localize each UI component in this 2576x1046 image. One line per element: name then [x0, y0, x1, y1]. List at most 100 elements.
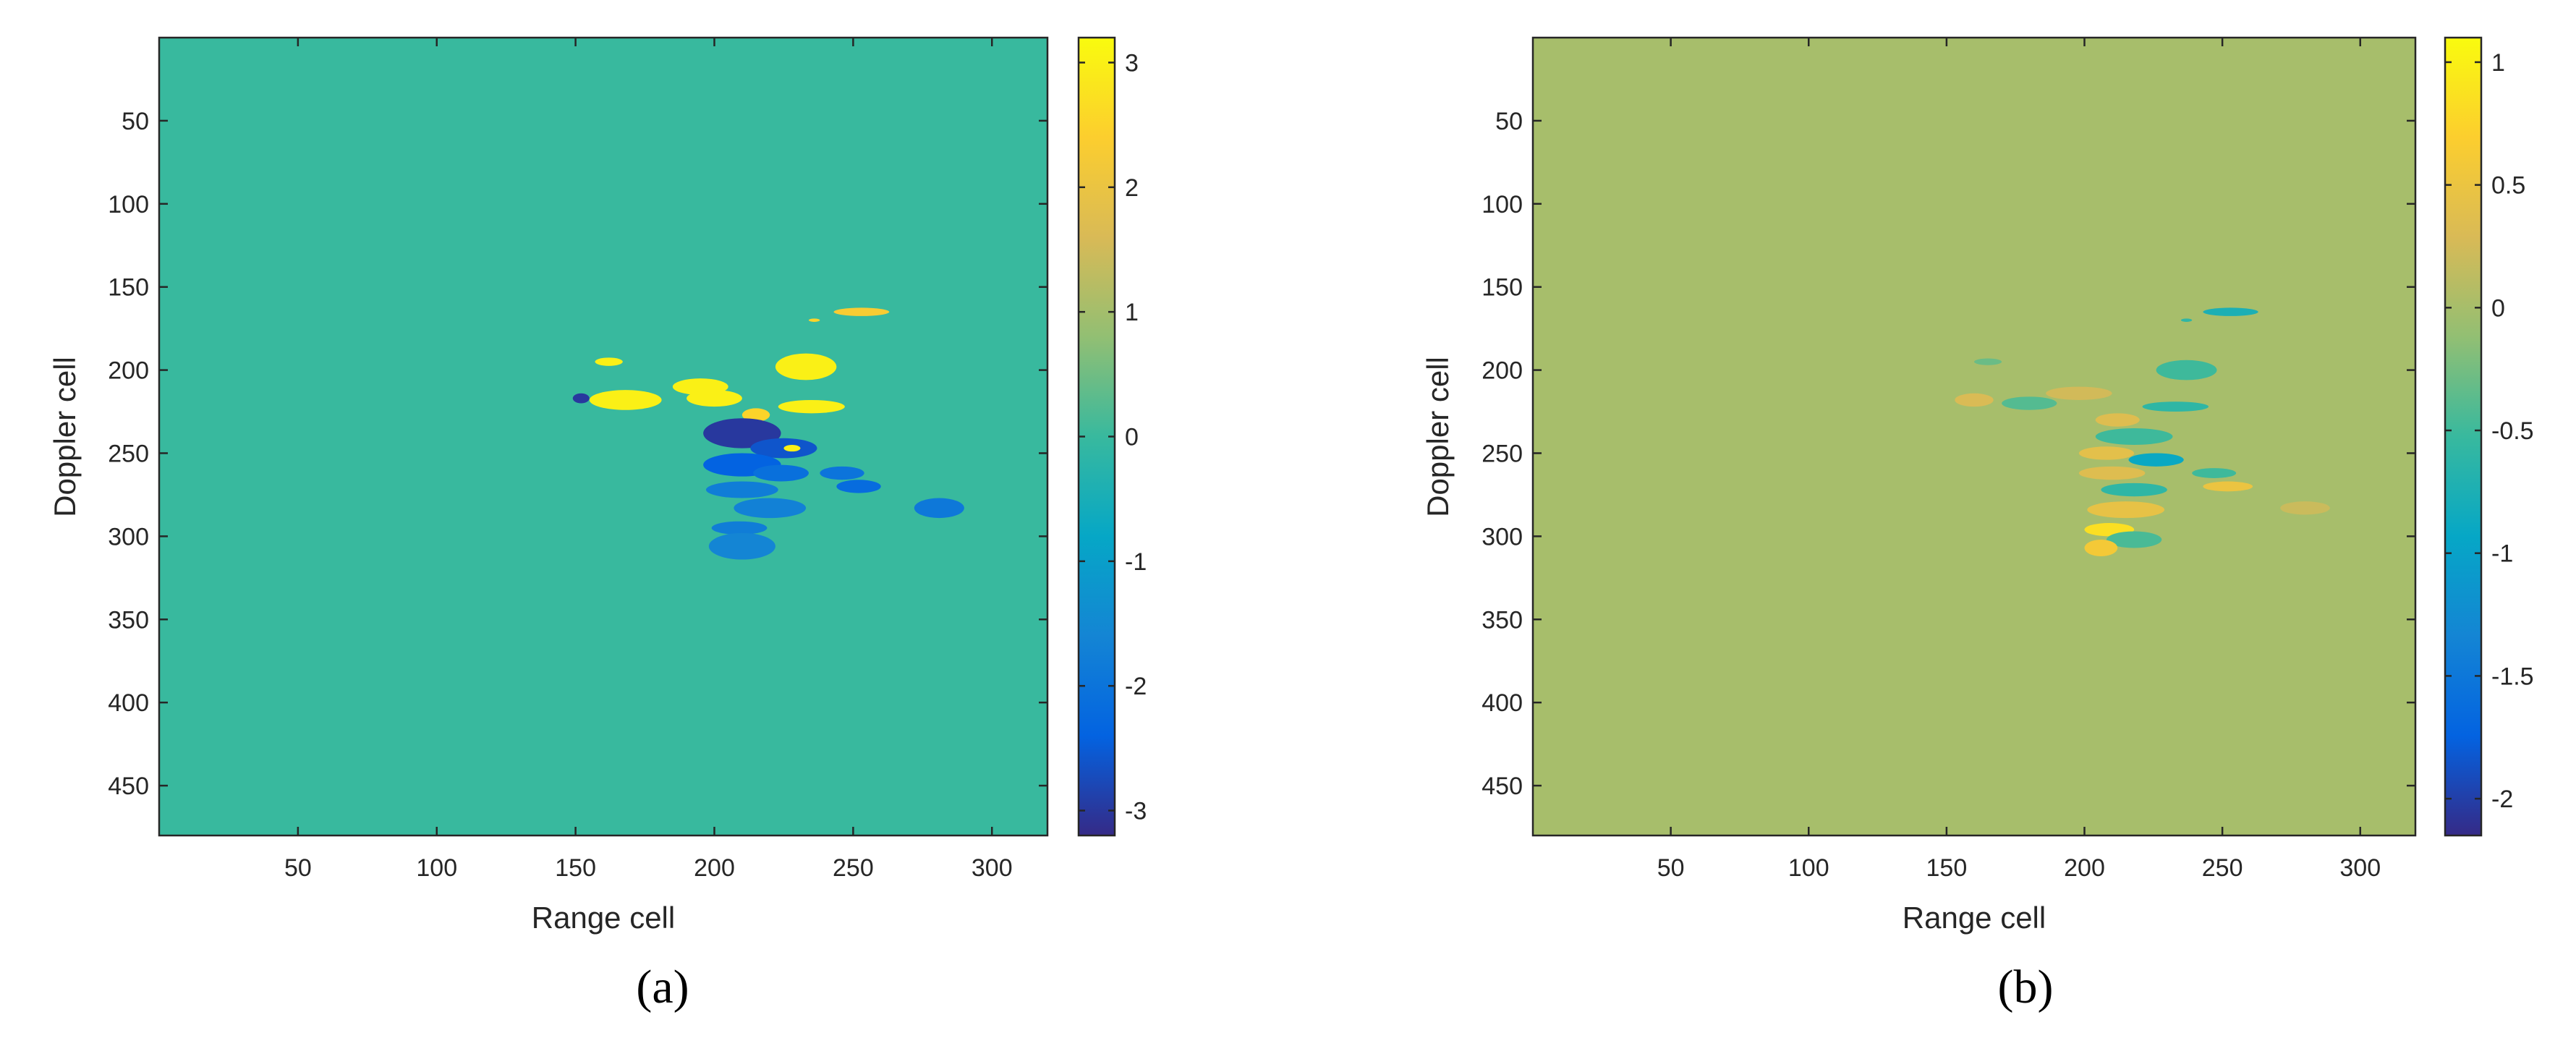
heatmap-region-16	[2101, 482, 2167, 497]
heatmap-background	[159, 38, 1047, 835]
colorbar-tick-label: -2	[1125, 673, 1147, 700]
y-tick-label: 250	[1482, 440, 1523, 467]
heatmap-region-3	[595, 357, 623, 366]
x-tick-label: 250	[2202, 854, 2243, 882]
y-axis-label: Doppler cell	[1421, 357, 1455, 517]
heatmap-region-7	[686, 390, 742, 407]
heatmap-region-16	[820, 466, 864, 480]
heatmap-region-6	[589, 390, 662, 410]
x-tick-label: 50	[284, 854, 312, 882]
colorbar-ticks: -2 -1.5 -1 -0.5 0 0.5 1	[2445, 49, 2534, 813]
heatmap-region-22	[708, 532, 775, 560]
y-tick-label: 100	[108, 191, 149, 218]
plot-frame	[158, 36, 1049, 837]
heatmap-region-6	[2002, 396, 2057, 410]
colorbar-tick-label: 1	[1125, 299, 1139, 326]
heatmap-region-5	[1955, 393, 1994, 407]
x-tick-label: 50	[1657, 854, 1685, 882]
heatmap-region-7	[2046, 386, 2112, 400]
y-tick-label: 250	[108, 440, 149, 467]
colorbar-ticks: -3 -2 -1 0 1 2 3	[1079, 49, 1147, 825]
heatmap-region-14	[2192, 468, 2237, 478]
heatmap-panel-b: 50 100 150 200 250 300 50 100 150 200 250 300 350 40…	[1421, 36, 2534, 1013]
heatmap-regions	[572, 307, 964, 560]
x-tick-label: 100	[1788, 854, 1829, 882]
y-tick-label: 200	[1482, 357, 1523, 385]
y-tick-label: 50	[122, 108, 149, 135]
y-ticks: 50 100 150 200 250 300 350 400 450	[108, 108, 1047, 800]
heatmap-region-8	[2142, 401, 2209, 412]
colorbar-tick-label: -3	[1125, 798, 1147, 825]
y-tick-label: 350	[108, 606, 149, 634]
heatmap-region-8	[572, 393, 590, 404]
panel-label-a: (a)	[636, 961, 689, 1013]
heatmap-region-13	[2078, 466, 2146, 480]
x-axis-label: Range cell	[1903, 901, 2046, 935]
heatmap-region-19	[914, 498, 964, 519]
colorbar-tick-label: -0.5	[2491, 417, 2534, 445]
x-tick-label: 100	[416, 854, 457, 882]
y-tick-label: 150	[1482, 274, 1523, 302]
heatmap-panel-a: 50 100 150 200 250 300 50 100 150 200 250 300 350 40…	[48, 36, 1147, 1013]
x-ticks: 50 100 150 200 250 300	[1657, 38, 2381, 882]
heatmap-region-12	[2128, 453, 2184, 467]
y-tick-label: 100	[1482, 191, 1523, 218]
x-tick-label: 250	[833, 854, 874, 882]
y-ticks: 50 100 150 200 250 300 350 400 450	[1482, 108, 2415, 800]
y-tick-label: 400	[108, 689, 149, 717]
panel-label-b: (b)	[1998, 961, 2054, 1013]
colorbar-tick-label: -1.5	[2491, 663, 2534, 690]
heatmap-region-9	[2095, 413, 2140, 427]
plot-frame	[1531, 36, 2417, 837]
colorbar-tick-label: 2	[1125, 174, 1139, 202]
y-tick-label: 300	[108, 523, 149, 550]
y-tick-label: 350	[1482, 606, 1523, 634]
colorbar-tick-label: -1	[1125, 548, 1147, 576]
y-tick-label: 450	[108, 773, 149, 800]
colorbar-tick-label: 3	[1125, 49, 1139, 77]
heatmap-region-10	[2095, 428, 2173, 445]
heatmap-background	[1533, 38, 2415, 835]
y-axis-label: Doppler cell	[48, 357, 82, 517]
heatmap-region-11	[703, 418, 781, 448]
y-tick-label: 150	[108, 274, 149, 302]
x-tick-label: 150	[555, 854, 596, 882]
colorbar	[2444, 36, 2483, 837]
heatmap-region-2	[808, 318, 820, 322]
x-tick-label: 300	[2339, 854, 2381, 882]
heatmap-region-20	[2107, 531, 2162, 548]
heatmap-region-2	[2180, 318, 2193, 322]
x-tick-label: 150	[1926, 854, 1968, 882]
y-tick-label: 400	[1482, 689, 1523, 717]
y-tick-label: 450	[1482, 773, 1523, 800]
heatmap-region-11	[2078, 446, 2135, 460]
x-ticks: 50 100 150 200 250 300	[284, 38, 1013, 882]
heatmap-region-13	[783, 444, 801, 452]
x-tick-label: 200	[694, 854, 735, 882]
heatmap-region-17	[2280, 501, 2330, 515]
heatmap-regions	[1955, 307, 2330, 556]
x-axis-label: Range cell	[532, 901, 675, 935]
y-tick-label: 200	[108, 357, 149, 385]
heatmap-region-21	[711, 521, 768, 535]
heatmap-region-15	[2203, 481, 2253, 492]
y-tick-label: 50	[1495, 108, 1523, 135]
heatmap-region-9	[778, 399, 845, 414]
y-tick-label: 300	[1482, 523, 1523, 550]
colorbar-tick-label: 0	[2491, 294, 2505, 322]
heatmap-region-4	[2156, 360, 2217, 380]
heatmap-region-3	[1974, 358, 2002, 365]
colorbar-tick-label: -2	[2491, 786, 2513, 813]
x-tick-label: 200	[2064, 854, 2105, 882]
colorbar-tick-label: 1	[2491, 49, 2505, 77]
heatmap-region-4	[775, 353, 837, 380]
heatmap-region-18	[836, 480, 881, 493]
colorbar-tick-label: 0.5	[2491, 172, 2525, 200]
heatmap-region-18	[2087, 501, 2165, 519]
colorbar-tick-label: -1	[2491, 540, 2513, 568]
heatmap-region-20	[734, 498, 807, 519]
heatmap-region-15	[753, 464, 809, 482]
heatmap-region-1	[833, 307, 890, 316]
heatmap-region-10	[741, 408, 770, 422]
